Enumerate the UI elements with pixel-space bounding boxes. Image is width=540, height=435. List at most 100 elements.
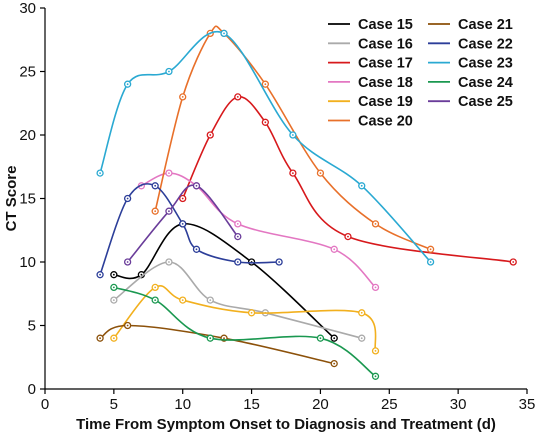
data-point-center	[112, 299, 115, 301]
data-point-center	[374, 350, 377, 352]
data-point-center	[264, 121, 267, 124]
data-point-center	[168, 210, 170, 213]
series-case-25	[123, 182, 242, 266]
data-point-center	[374, 286, 377, 289]
data-point-center	[181, 96, 184, 98]
x-tick-label: 30	[450, 396, 467, 413]
data-point-center	[319, 172, 322, 175]
series-line-case-18	[141, 172, 377, 288]
data-point-center	[154, 184, 157, 187]
y-tick-label: 20	[19, 127, 36, 144]
x-tick-label: 35	[519, 396, 536, 413]
y-tick-label: 25	[19, 64, 36, 81]
series-case-21	[96, 321, 338, 368]
legend-label: Case 19	[358, 94, 413, 110]
x-tick-label: 10	[174, 396, 191, 413]
data-point-center	[181, 223, 184, 225]
data-point-center	[374, 223, 377, 225]
legend-label: Case 25	[458, 94, 513, 110]
legend-label: Case 21	[458, 17, 513, 33]
data-point-center	[291, 172, 294, 175]
data-point-center	[429, 248, 432, 251]
tick-group: 0 5 10 15 20 25 30 35 0 5 10 15 20 25 30	[19, 0, 535, 413]
series-line-case-21	[99, 324, 335, 365]
series-case-24	[110, 283, 380, 380]
data-point-center	[209, 337, 212, 340]
y-tick-label: 15	[19, 191, 36, 208]
data-point-center	[236, 223, 239, 225]
legend: Case 15 Case 16 Case 17 Case 18 Case 19 Case …	[328, 17, 513, 130]
data-point-center	[347, 235, 349, 238]
data-point-center	[236, 235, 239, 238]
data-point-center	[264, 83, 267, 86]
data-point-center	[112, 337, 115, 340]
data-point-center	[126, 324, 129, 327]
x-tick-label: 15	[243, 396, 260, 413]
data-point-center	[140, 273, 143, 276]
data-point-center	[429, 261, 432, 263]
data-point-center	[223, 337, 225, 340]
series-case-22	[96, 182, 283, 279]
data-point-center	[126, 261, 129, 263]
data-point-center	[223, 32, 225, 35]
legend-label: Case 20	[358, 114, 413, 130]
data-point-center	[181, 197, 184, 200]
series-group	[96, 25, 517, 380]
data-point-center	[236, 261, 239, 263]
data-point-center	[112, 286, 115, 289]
x-tick-label: 20	[312, 396, 329, 413]
y-tick-label: 30	[19, 0, 36, 17]
x-tick-label: 25	[381, 396, 398, 413]
data-point-center	[195, 248, 198, 251]
series-line-case-25	[127, 184, 239, 263]
legend-label: Case 24	[458, 75, 513, 91]
data-point-center	[360, 337, 363, 340]
data-point-center	[360, 311, 363, 314]
legend-label: Case 15	[358, 17, 413, 33]
y-tick-label: 5	[28, 318, 36, 335]
series-case-18	[137, 169, 380, 292]
data-point-center	[99, 337, 101, 340]
data-point-center	[168, 172, 170, 175]
series-case-17	[179, 93, 517, 266]
data-point-center	[195, 184, 198, 187]
series-line-case-24	[113, 286, 376, 377]
data-point-center	[181, 299, 184, 301]
data-point-center	[99, 172, 101, 175]
series-line-case-19	[113, 285, 377, 352]
x-axis-title: Time From Symptom Onset to Diagnosis and…	[76, 416, 496, 433]
data-point-center	[168, 70, 170, 73]
data-point-center	[126, 197, 129, 200]
data-point-center	[154, 299, 157, 301]
data-point-center	[209, 134, 212, 136]
data-point-center	[291, 134, 294, 136]
legend-label: Case 22	[458, 36, 513, 52]
legend-label: Case 16	[358, 36, 413, 52]
legend-label: Case 18	[358, 75, 413, 91]
legend-label: Case 17	[358, 56, 413, 72]
data-point-center	[99, 273, 101, 276]
series-case-23	[96, 29, 435, 266]
data-point-center	[333, 337, 336, 340]
data-point-center	[333, 248, 336, 251]
legend-label: Case 23	[458, 56, 513, 72]
data-point-center	[278, 261, 281, 263]
data-point-center	[154, 210, 157, 213]
data-point-center	[112, 273, 115, 276]
series-case-16	[110, 258, 366, 342]
series-line-case-15	[113, 223, 335, 339]
series-case-19	[110, 283, 380, 355]
y-axis-title: CT Score	[3, 166, 20, 232]
data-point-center	[154, 286, 157, 289]
data-point-center	[168, 261, 170, 263]
data-point-center	[374, 375, 377, 378]
data-point-center	[250, 311, 253, 314]
data-point-center	[512, 261, 515, 263]
y-tick-label: 10	[19, 254, 36, 271]
data-point-center	[333, 362, 336, 365]
data-point-center	[209, 299, 212, 301]
data-point-center	[319, 337, 322, 340]
y-tick-label: 0	[28, 381, 36, 398]
x-tick-label: 5	[110, 396, 118, 413]
